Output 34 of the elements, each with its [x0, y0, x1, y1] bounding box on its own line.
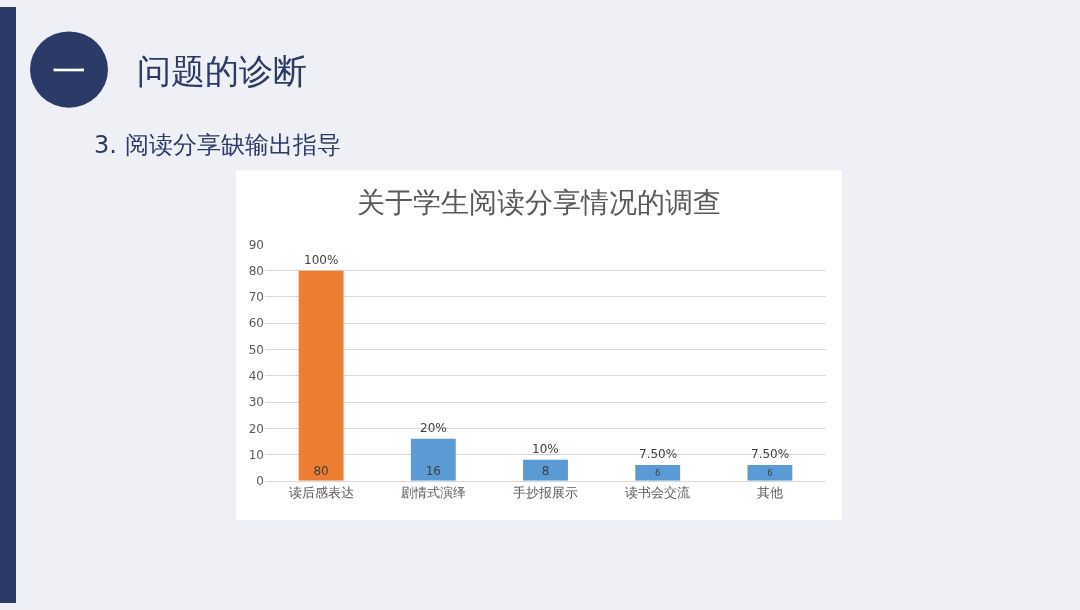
data-label: 8	[541, 463, 550, 478]
annotation: 10%	[532, 442, 559, 456]
x-tick-label: 读后感表达	[288, 485, 354, 501]
y-tick-label: 0	[256, 474, 264, 489]
text: 问题的诊断	[137, 51, 307, 91]
bar	[747, 465, 793, 481]
annotation: 20%	[420, 421, 447, 435]
x-tick-label: 剧情式演绎	[400, 485, 466, 501]
data-label: 6	[767, 467, 773, 478]
annotation: 7.50%	[639, 447, 678, 461]
data-label: 80	[313, 463, 329, 478]
bar	[635, 465, 681, 481]
annotation: 100%	[304, 253, 339, 267]
x-tick-label: 读书会交流	[625, 485, 691, 501]
y-tick-label: 20	[248, 421, 264, 436]
bar	[298, 270, 344, 481]
text: 一	[52, 51, 86, 91]
y-tick-label: 30	[248, 395, 264, 410]
chart-title: 关于学生阅读分享情况的调查	[357, 186, 721, 219]
y-tick-label: 40	[248, 368, 264, 383]
y-tick-label: 80	[248, 263, 264, 278]
y-tick-label: 10	[248, 447, 264, 462]
y-tick-label: 70	[248, 290, 264, 305]
y-tick-label: 60	[248, 316, 264, 331]
annotation: 7.50%	[751, 447, 790, 461]
x-tick-label: 其他	[756, 485, 783, 501]
bar	[410, 438, 456, 481]
data-label: 6	[655, 467, 661, 478]
bar	[523, 459, 568, 481]
data-label: 16	[425, 463, 441, 478]
y-tick-label: 50	[248, 342, 264, 357]
text: 3. 阅读分享缺输出指导	[94, 131, 341, 159]
x-tick-label: 手抄报展示	[513, 485, 578, 501]
y-tick-label: 90	[248, 237, 264, 252]
